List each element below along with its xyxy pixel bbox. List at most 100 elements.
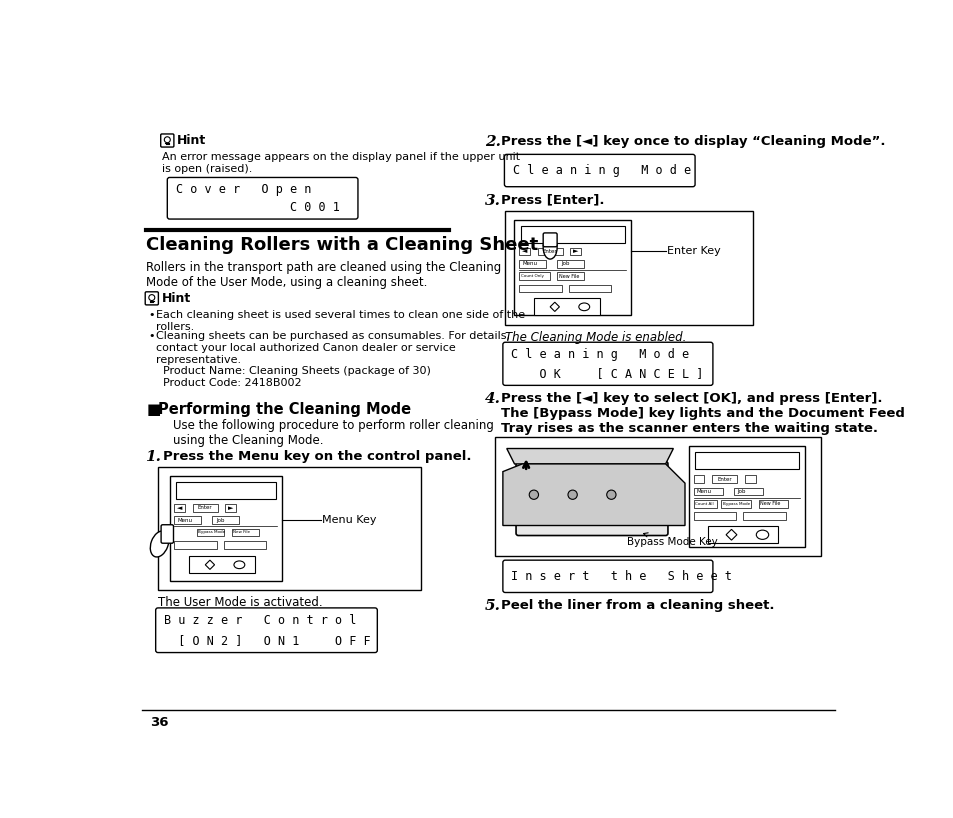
Text: C 0 0 1: C 0 0 1 [175, 201, 339, 214]
Bar [189, 556, 254, 573]
Bar [693, 512, 736, 520]
Text: Enter: Enter [542, 249, 557, 254]
Bar [212, 516, 239, 524]
Bar [196, 528, 224, 537]
Bar [193, 504, 217, 511]
Bar [537, 248, 562, 255]
Text: Bypass Mode: Bypass Mode [722, 502, 749, 506]
Text: Peel the liner from a cleaning sheet.: Peel the liner from a cleaning sheet. [500, 600, 773, 613]
Text: Job: Job [560, 261, 569, 266]
Text: 5.: 5. [484, 600, 500, 614]
FancyBboxPatch shape [155, 608, 377, 653]
Bar [514, 220, 630, 315]
Text: ►: ► [573, 249, 578, 254]
Text: [ O N 2 ]   O N 1     O F F: [ O N 2 ] O N 1 O F F [164, 634, 371, 647]
Text: Enter: Enter [198, 506, 213, 510]
FancyBboxPatch shape [502, 342, 712, 385]
Text: Use the following procedure to perform roller cleaning
using the Cleaning Mode.: Use the following procedure to perform r… [173, 420, 494, 447]
Text: Press the [◄] key to select [OK], and press [Enter].
The [Bypass Mode] key light: Press the [◄] key to select [OK], and pr… [500, 393, 903, 435]
Text: Cleaning Rollers with a Cleaning Sheet: Cleaning Rollers with a Cleaning Sheet [146, 236, 538, 254]
Bar [695, 452, 798, 470]
FancyBboxPatch shape [145, 292, 158, 305]
Text: New File: New File [233, 530, 250, 534]
FancyBboxPatch shape [542, 233, 557, 247]
Text: Press the Menu key on the control panel.: Press the Menu key on the control panel. [163, 450, 472, 463]
Ellipse shape [151, 531, 169, 557]
Bar [707, 526, 778, 543]
Text: C l e a n i n g   M o d e: C l e a n i n g M o d e [513, 164, 690, 177]
Text: O K     [ C A N C E L ]: O K [ C A N C E L ] [511, 367, 703, 380]
Text: Menu: Menu [521, 261, 537, 266]
Bar [518, 285, 561, 292]
Text: •: • [148, 331, 154, 341]
Text: Job: Job [736, 489, 744, 494]
Text: Menu: Menu [696, 489, 711, 494]
Bar [570, 248, 580, 255]
Text: Each cleaning sheet is used several times to clean one side of the
rollers.: Each cleaning sheet is used several time… [155, 310, 524, 331]
Circle shape [567, 490, 577, 499]
Bar [742, 512, 785, 520]
Bar [693, 488, 722, 496]
FancyBboxPatch shape [167, 178, 357, 219]
Bar [557, 272, 583, 280]
Text: 2.: 2. [484, 135, 500, 149]
Text: C o v e r   O p e n: C o v e r O p e n [175, 182, 311, 196]
Text: 4.: 4. [484, 393, 500, 407]
Bar [225, 504, 236, 511]
Bar [170, 476, 282, 581]
Text: Count All: Count All [695, 502, 713, 506]
Text: Hint: Hint [177, 134, 207, 147]
Bar [174, 541, 216, 549]
Text: Count Only: Count Only [520, 274, 543, 278]
Text: The Cleaning Mode is enabled.: The Cleaning Mode is enabled. [505, 330, 686, 344]
Polygon shape [502, 464, 684, 525]
Text: B u z z e r   C o n t r o l: B u z z e r C o n t r o l [164, 614, 356, 627]
Circle shape [606, 490, 616, 499]
FancyBboxPatch shape [516, 461, 667, 536]
FancyBboxPatch shape [504, 155, 695, 187]
Text: 3.: 3. [484, 194, 500, 208]
Text: Bypass Mode Key: Bypass Mode Key [626, 533, 717, 547]
Text: •: • [148, 310, 154, 320]
Bar [568, 285, 611, 292]
Text: 1.: 1. [145, 450, 160, 464]
Text: The User Mode is activated.: The User Mode is activated. [158, 596, 322, 609]
Bar [733, 488, 762, 496]
Text: Rollers in the transport path are cleaned using the Cleaning
Mode of the User Mo: Rollers in the transport path are cleane… [146, 261, 501, 289]
Text: ◄: ◄ [521, 249, 527, 254]
Polygon shape [506, 448, 673, 464]
Ellipse shape [542, 236, 557, 259]
Bar [534, 299, 599, 315]
Bar [693, 500, 716, 508]
Text: Job: Job [216, 518, 224, 523]
Text: Press the [◄] key once to display “Cleaning Mode”.: Press the [◄] key once to display “Clean… [500, 135, 884, 148]
Text: I n s e r t   t h e   S h e e t: I n s e r t t h e S h e e t [511, 570, 732, 583]
Text: Cleaning sheets can be purchased as consumables. For details,
contact your local: Cleaning sheets can be purchased as cons… [155, 331, 509, 388]
Text: ■: ■ [146, 402, 161, 417]
Text: Menu: Menu [177, 518, 193, 523]
FancyBboxPatch shape [161, 524, 173, 543]
Text: New File: New File [760, 501, 780, 506]
Bar [518, 248, 530, 255]
Bar [495, 437, 820, 556]
Bar [518, 260, 546, 267]
Text: Performing the Cleaning Mode: Performing the Cleaning Mode [158, 402, 411, 417]
Bar [688, 446, 804, 547]
Bar [557, 260, 583, 267]
Bar [232, 528, 258, 537]
Bar [175, 483, 275, 499]
FancyBboxPatch shape [160, 134, 173, 147]
Text: Enter Key: Enter Key [666, 246, 720, 256]
Text: Hint: Hint [162, 292, 191, 305]
Bar [520, 226, 624, 243]
Text: New File: New File [558, 273, 578, 279]
Bar [711, 475, 736, 483]
FancyBboxPatch shape [502, 560, 712, 592]
Text: ►: ► [228, 505, 233, 510]
Text: Menu Key: Menu Key [322, 515, 376, 525]
Text: ◄: ◄ [177, 505, 182, 510]
Bar [224, 541, 266, 549]
Text: Bypass Mode: Bypass Mode [198, 530, 225, 534]
Text: An error message appears on the display panel if the upper unit
is open (raised): An error message appears on the display … [162, 152, 519, 173]
Text: Enter: Enter [717, 477, 731, 482]
